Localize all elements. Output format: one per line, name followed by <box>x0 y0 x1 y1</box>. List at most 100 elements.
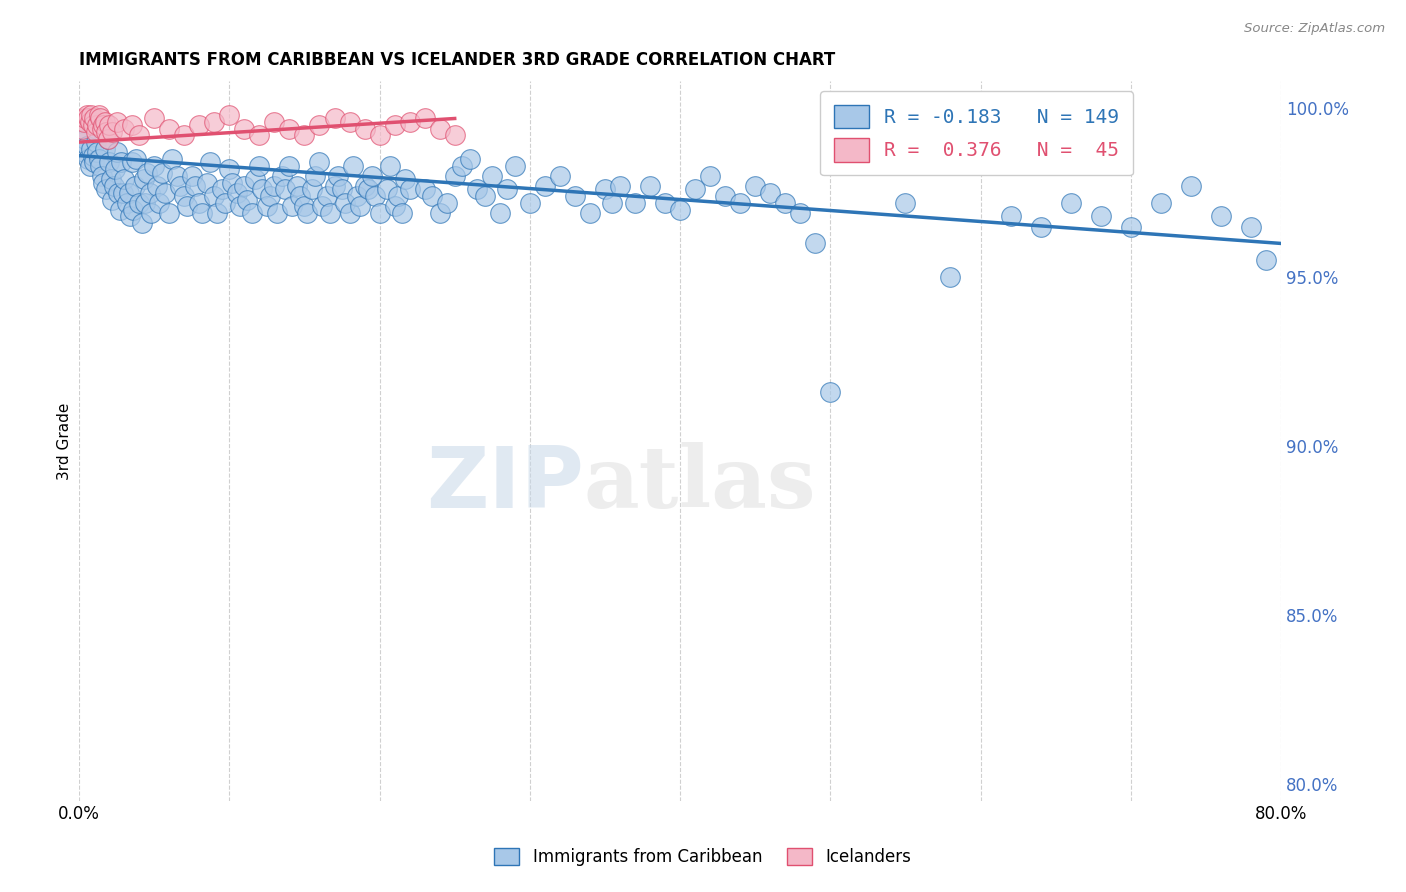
Point <box>323 179 346 194</box>
Point <box>699 169 721 183</box>
Point <box>346 189 368 203</box>
Point <box>297 206 319 220</box>
Point <box>353 179 375 194</box>
Point <box>266 206 288 220</box>
Point <box>122 202 145 217</box>
Point <box>311 199 333 213</box>
Point <box>1119 219 1142 234</box>
Point <box>281 199 304 213</box>
Point <box>91 118 114 132</box>
Point <box>77 152 100 166</box>
Point <box>638 179 661 194</box>
Point <box>304 169 326 183</box>
Point <box>141 206 163 220</box>
Point <box>481 169 503 183</box>
Point <box>368 206 391 220</box>
Point <box>148 195 170 210</box>
Point <box>240 206 263 220</box>
Point <box>110 155 132 169</box>
Point <box>308 155 330 169</box>
Point <box>339 206 361 220</box>
Point <box>162 152 184 166</box>
Point <box>271 169 294 183</box>
Point <box>96 182 118 196</box>
Point <box>894 195 917 210</box>
Point <box>69 125 91 139</box>
Point <box>278 121 301 136</box>
Point <box>90 121 112 136</box>
Point <box>211 182 233 196</box>
Point <box>79 115 101 129</box>
Point <box>86 118 108 132</box>
Point <box>143 112 166 126</box>
Point <box>221 176 243 190</box>
Point <box>150 165 173 179</box>
Point <box>429 121 451 136</box>
Point <box>121 155 143 169</box>
Point <box>474 189 496 203</box>
Point <box>602 195 624 210</box>
Point <box>420 189 443 203</box>
Point <box>105 145 128 160</box>
Point <box>195 176 218 190</box>
Point <box>398 115 420 129</box>
Point <box>579 206 602 220</box>
Point <box>609 179 631 194</box>
Point <box>339 115 361 129</box>
Point <box>77 112 100 126</box>
Point <box>70 121 93 136</box>
Point <box>308 118 330 132</box>
Point <box>218 162 240 177</box>
Y-axis label: 3rd Grade: 3rd Grade <box>58 402 72 480</box>
Point <box>285 179 308 194</box>
Point <box>176 199 198 213</box>
Point <box>202 115 225 129</box>
Point <box>91 176 114 190</box>
Point <box>1254 253 1277 268</box>
Point <box>564 189 586 203</box>
Point <box>939 270 962 285</box>
Point <box>229 199 252 213</box>
Point <box>759 186 782 200</box>
Point <box>429 206 451 220</box>
Point <box>98 155 121 169</box>
Point <box>488 206 510 220</box>
Point <box>624 195 647 210</box>
Point <box>89 112 111 126</box>
Point <box>86 145 108 160</box>
Point <box>233 121 256 136</box>
Point <box>143 159 166 173</box>
Point <box>301 182 323 196</box>
Point <box>316 189 339 203</box>
Point <box>368 128 391 143</box>
Point <box>263 179 285 194</box>
Point <box>132 172 155 186</box>
Point <box>124 179 146 194</box>
Point <box>728 195 751 210</box>
Point <box>387 189 409 203</box>
Point <box>108 202 131 217</box>
Point <box>128 128 150 143</box>
Point <box>278 159 301 173</box>
Point <box>188 195 211 210</box>
Point <box>128 195 150 210</box>
Point <box>70 135 93 149</box>
Point <box>1209 210 1232 224</box>
Point <box>202 189 225 203</box>
Point <box>773 195 796 210</box>
Point <box>82 148 104 162</box>
Point <box>166 169 188 183</box>
Point <box>361 169 384 183</box>
Point <box>76 138 98 153</box>
Point <box>443 128 465 143</box>
Point <box>87 108 110 122</box>
Point <box>714 189 737 203</box>
Point <box>294 128 316 143</box>
Point <box>319 206 342 220</box>
Point <box>323 112 346 126</box>
Point <box>436 195 458 210</box>
Point <box>101 193 124 207</box>
Point <box>451 159 474 173</box>
Point <box>274 182 297 196</box>
Point <box>97 132 120 146</box>
